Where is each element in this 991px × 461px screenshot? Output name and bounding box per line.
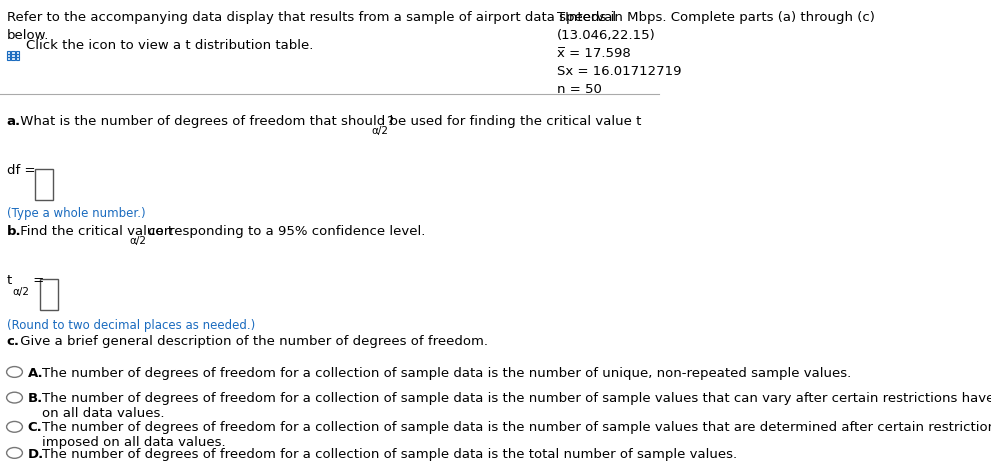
Text: Find the critical value t: Find the critical value t (17, 225, 173, 238)
Bar (7, 54, 10, 57)
Text: α/2: α/2 (372, 126, 388, 136)
FancyBboxPatch shape (35, 169, 54, 200)
Text: B.: B. (28, 392, 43, 405)
Text: (Type a whole number.): (Type a whole number.) (7, 207, 146, 220)
Text: n = 50: n = 50 (557, 83, 603, 96)
Text: C.: C. (28, 421, 43, 434)
Circle shape (7, 392, 23, 403)
Bar (7, 51, 10, 53)
Text: ?: ? (385, 115, 392, 128)
Text: t: t (7, 274, 12, 287)
Bar (11, 51, 15, 53)
Text: TInterval: TInterval (557, 11, 616, 24)
Text: What is the number of degrees of freedom that should be used for finding the cri: What is the number of degrees of freedom… (17, 115, 642, 128)
Text: α/2: α/2 (13, 287, 30, 297)
Text: =: = (29, 274, 49, 287)
Circle shape (7, 421, 23, 432)
Text: (Round to two decimal places as needed.): (Round to two decimal places as needed.) (7, 319, 255, 332)
Bar (16, 54, 20, 57)
Text: The number of degrees of freedom for a collection of sample data is the number o: The number of degrees of freedom for a c… (42, 392, 991, 420)
Text: The number of degrees of freedom for a collection of sample data is the number o: The number of degrees of freedom for a c… (42, 421, 991, 449)
Text: α/2: α/2 (129, 236, 147, 246)
Text: corresponding to a 95% confidence level.: corresponding to a 95% confidence level. (144, 225, 425, 238)
Text: The number of degrees of freedom for a collection of sample data is the total nu: The number of degrees of freedom for a c… (42, 448, 736, 461)
Bar (11, 54, 15, 57)
Text: Refer to the accompanying data display that results from a sample of airport dat: Refer to the accompanying data display t… (7, 11, 874, 24)
Text: (13.046,22.15): (13.046,22.15) (557, 29, 656, 42)
Bar (7, 57, 10, 60)
Text: Click the icon to view a t distribution table.: Click the icon to view a t distribution … (27, 39, 314, 52)
Text: below.: below. (7, 29, 49, 42)
Text: The number of degrees of freedom for a collection of sample data is the number o: The number of degrees of freedom for a c… (42, 366, 851, 379)
Bar (11, 57, 15, 60)
Circle shape (7, 366, 23, 378)
Text: a.: a. (7, 115, 21, 128)
Bar (16, 57, 20, 60)
Text: Sx = 16.01712719: Sx = 16.01712719 (557, 65, 682, 78)
Circle shape (7, 448, 23, 458)
FancyBboxPatch shape (40, 279, 58, 310)
Text: c.: c. (7, 335, 20, 348)
Text: x̅ = 17.598: x̅ = 17.598 (557, 47, 631, 60)
Text: A.: A. (28, 366, 44, 379)
Text: D.: D. (28, 448, 44, 461)
Text: Give a brief general description of the number of degrees of freedom.: Give a brief general description of the … (17, 335, 489, 348)
Text: df =: df = (7, 164, 40, 177)
Text: b.: b. (7, 225, 21, 238)
Bar (16, 51, 20, 53)
